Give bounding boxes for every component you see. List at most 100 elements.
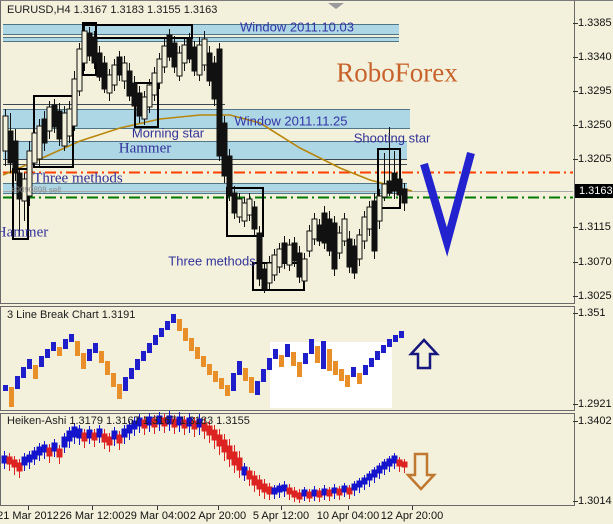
heiken-ashi-candle (56, 448, 63, 458)
candle (276, 248, 283, 268)
candle (61, 112, 68, 147)
price-axis-label: 1.3205 (578, 153, 612, 165)
price-axis-label: 1.3295 (578, 85, 612, 97)
candle (326, 218, 333, 252)
candle (306, 230, 313, 252)
heiken-ashi-candle (296, 492, 303, 500)
candle (91, 36, 98, 64)
candle (101, 62, 108, 90)
candle (161, 45, 168, 68)
candle (356, 234, 363, 260)
heiken-ashi-panel[interactable] (0, 413, 575, 506)
line-break-block (321, 341, 326, 369)
line-break-block (27, 359, 32, 369)
heiken-ashi-candle (346, 487, 353, 495)
heiken-ashi-candle (401, 461, 408, 468)
up-arrow[interactable] (408, 338, 440, 370)
heiken-ashi-candle (51, 442, 58, 452)
candle (301, 258, 308, 282)
candle (26, 150, 33, 197)
candle (316, 224, 323, 242)
candle (166, 34, 173, 58)
heiken-ashi-candle (336, 488, 343, 496)
candle (76, 48, 83, 92)
line-break-block (279, 355, 284, 367)
heiken-ashi-candle (381, 461, 388, 470)
heiken-ashi-candle (241, 466, 248, 476)
candle (226, 155, 233, 197)
line-break-block (249, 377, 254, 393)
candle (106, 74, 113, 94)
candle (216, 48, 223, 157)
candle (181, 44, 188, 64)
pattern-annotation: Three methods (168, 253, 256, 269)
date-axis-label: 12 Apr 20:00 (380, 510, 444, 522)
main-chart-legend: EURUSD,H4 1.3167 1.3183 1.3155 1.3163 (7, 4, 218, 16)
down-arrow[interactable] (405, 452, 437, 491)
heiken-ashi-candle (216, 434, 223, 447)
line-break-block (39, 356, 44, 367)
price-axis-label: 1.3115 (578, 221, 611, 233)
candle (116, 56, 123, 76)
v-reversal-arrow[interactable] (420, 151, 475, 257)
candle (201, 38, 208, 66)
line-break-block (345, 375, 350, 387)
candle (186, 38, 193, 60)
heiken-ashi-candle (226, 445, 233, 460)
pattern-annotation: Three methods (33, 170, 123, 187)
pattern-annotation: Morning star (131, 125, 205, 141)
line-break-block (399, 331, 404, 338)
candle (71, 78, 78, 127)
heiken-ashi-candle (26, 454, 33, 463)
heiken-ashi-candle (321, 488, 328, 496)
window-band (3, 37, 399, 42)
candle (266, 262, 273, 284)
candle (401, 188, 408, 204)
line-break-block (387, 339, 392, 347)
heiken-ashi-candle (256, 479, 263, 490)
line-break-block (69, 334, 74, 342)
candle (376, 195, 383, 222)
line-break-block (15, 376, 20, 389)
heiken-ashi-legend: Heiken-Ashi 1.3179 1.3167 1.3167 1.3183 … (7, 415, 250, 427)
heiken-ashi-candle (1, 455, 8, 464)
line-break-block (177, 319, 182, 331)
line-break-block (57, 347, 62, 356)
heiken-ashi-candle (366, 473, 373, 481)
heiken-ashi-candle (291, 490, 298, 498)
heiken-ashi-candle (301, 489, 308, 497)
heiken-ashi-candle (306, 491, 313, 499)
scroll-end-marker[interactable] (328, 3, 344, 9)
candle (196, 44, 203, 76)
candle (81, 30, 88, 64)
candle (381, 183, 388, 198)
pattern-box[interactable] (12, 168, 29, 240)
candle (291, 242, 298, 262)
main-chart-panel[interactable] (0, 1, 575, 304)
heiken-ashi-candle (16, 462, 23, 472)
date-axis-label: 26 Mar 12:00 (59, 510, 125, 522)
line-break-block (273, 349, 278, 359)
line-break-block (21, 367, 26, 378)
price-axis-label: 1.3340 (578, 51, 612, 63)
price-axis-label: 1.3402 (578, 415, 612, 427)
candle (7, 130, 14, 164)
pattern-box[interactable] (226, 187, 264, 237)
candle (236, 198, 243, 218)
date-axis-label: 21 Mar 2012 (0, 510, 59, 522)
line-break-block (159, 328, 164, 337)
line-break-block (93, 343, 98, 353)
candle (56, 110, 63, 140)
heiken-ashi-candle (266, 486, 273, 495)
line-break-block (363, 365, 368, 375)
candle (296, 252, 303, 278)
heiken-ashi-candle (376, 465, 383, 474)
heiken-ashi-candle (316, 490, 323, 498)
candle (31, 132, 38, 164)
candle (41, 118, 48, 144)
pattern-annotation: #9090898 sell (11, 185, 61, 195)
heiken-ashi-candle (326, 489, 333, 497)
heiken-ashi-candle (371, 469, 378, 478)
line-break-panel[interactable] (0, 306, 575, 411)
